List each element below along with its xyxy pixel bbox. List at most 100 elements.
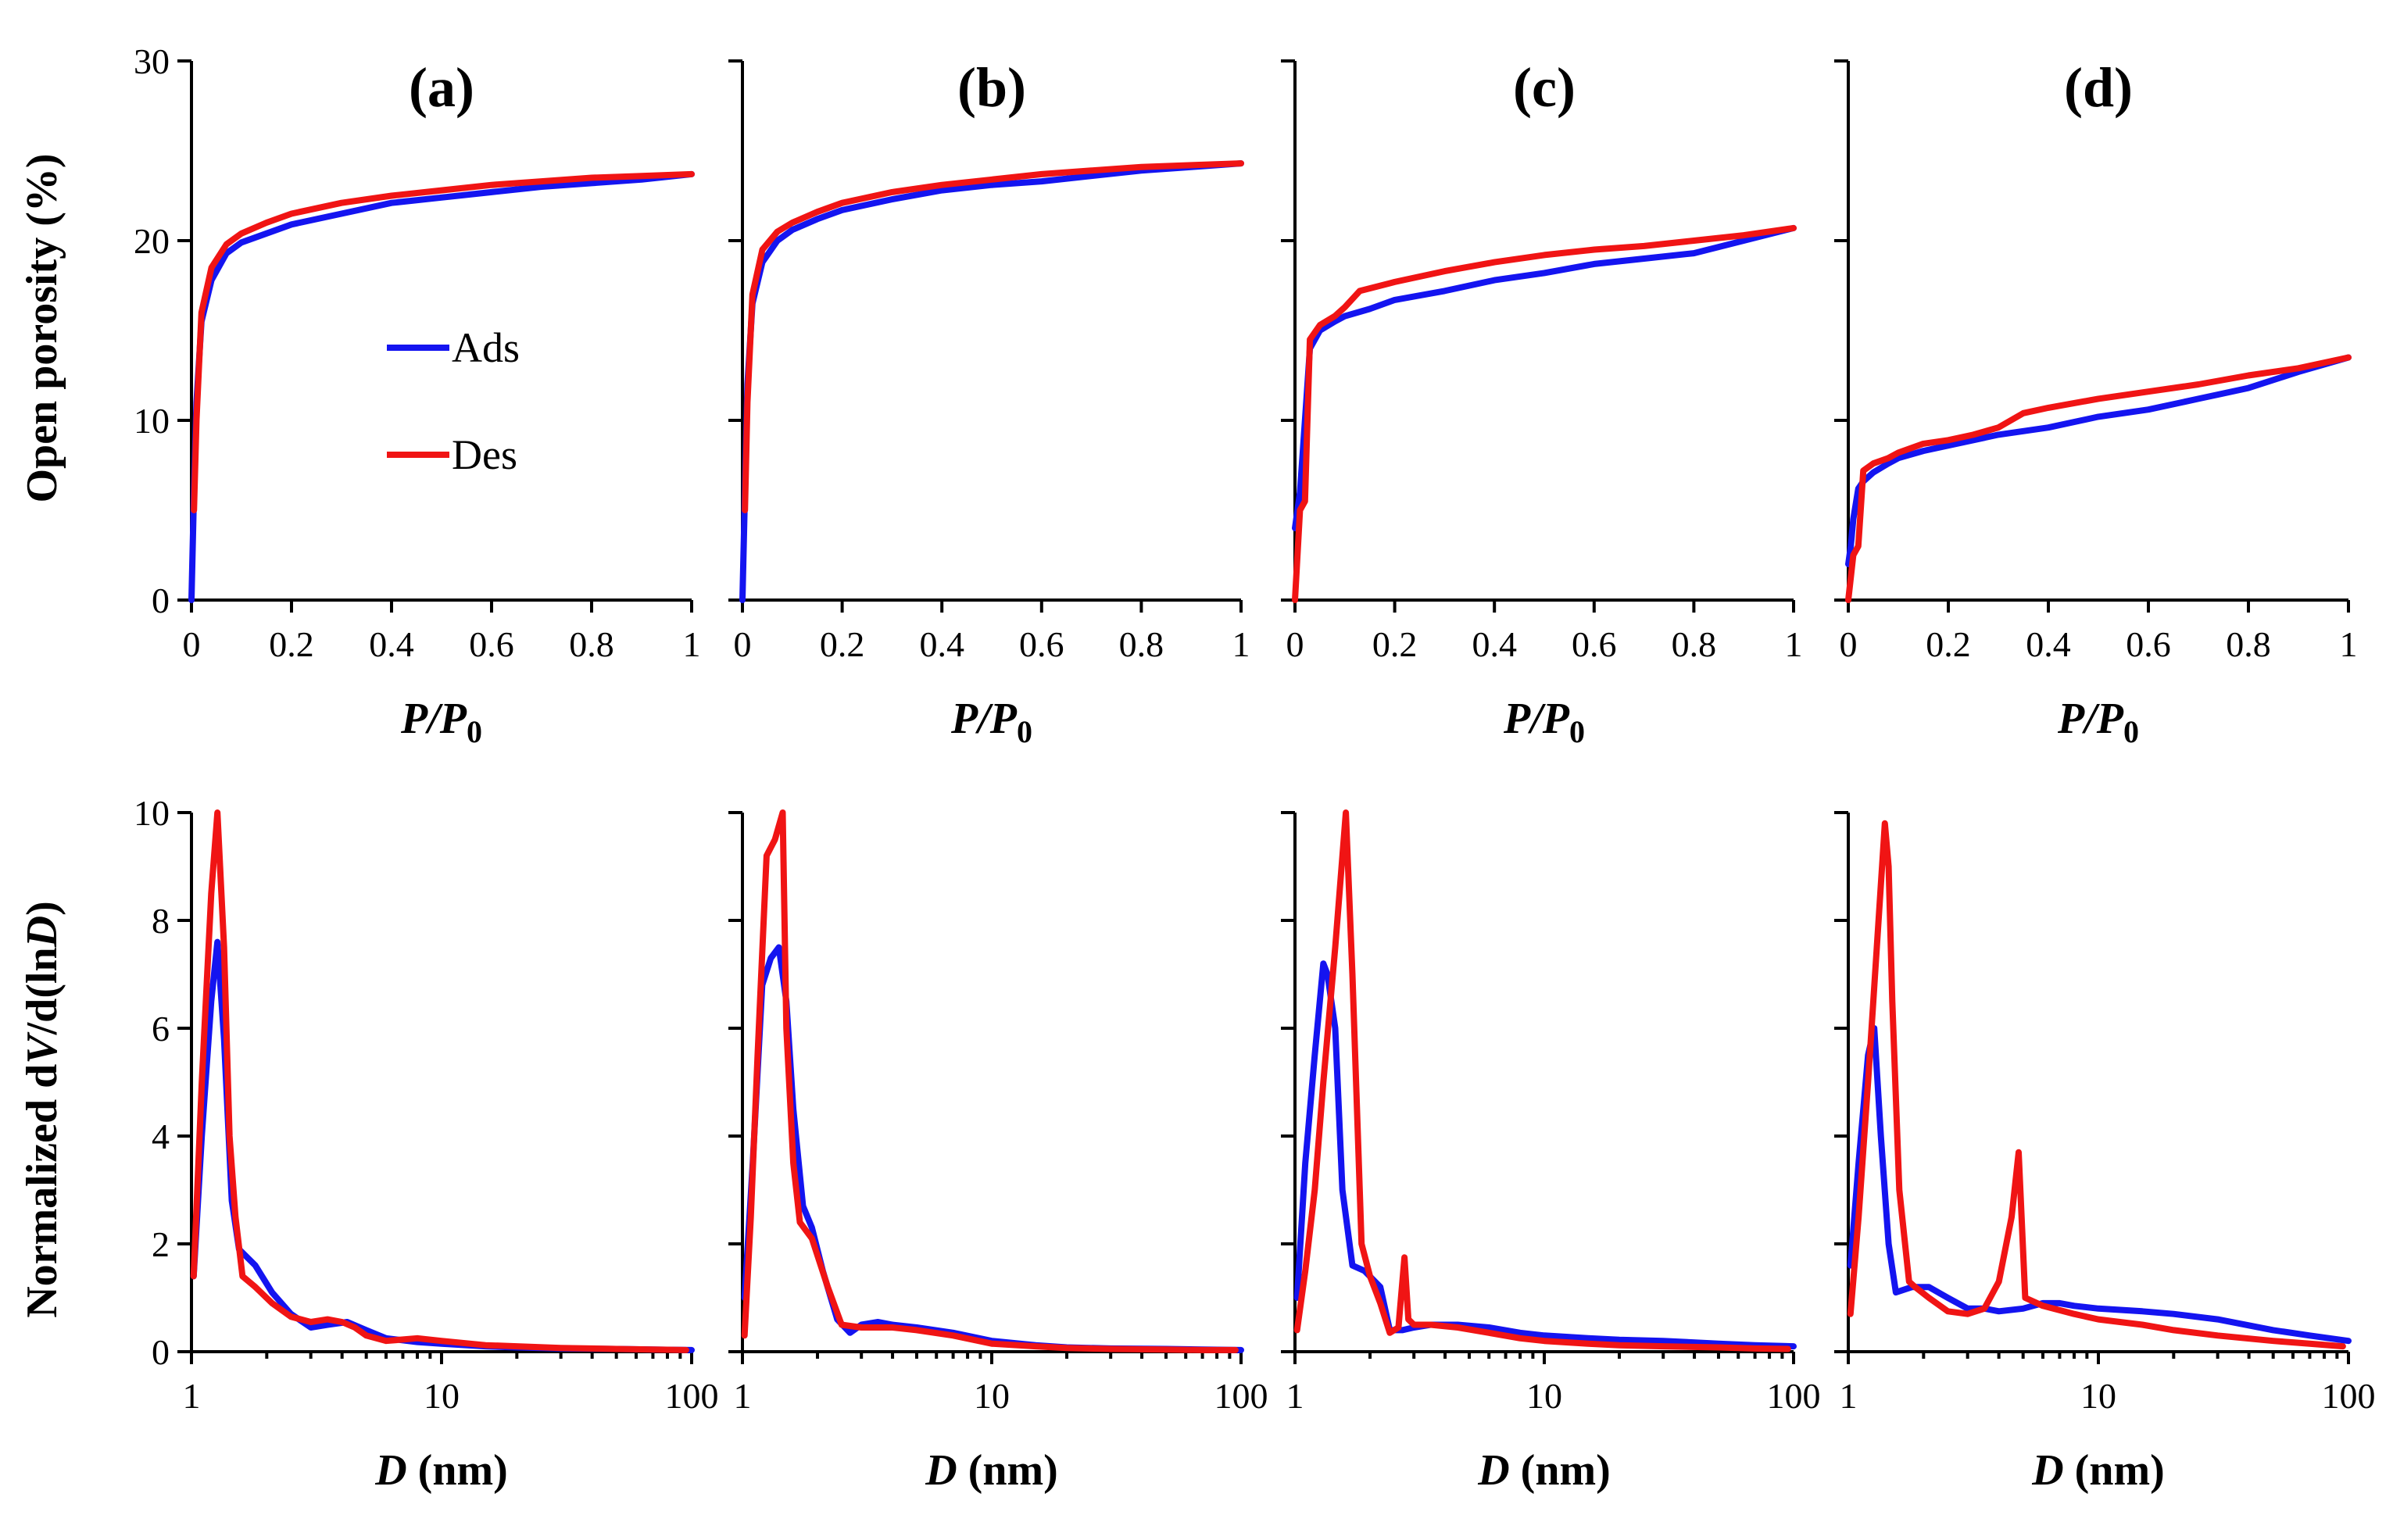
bottom-ylabel-part3: ) — [18, 901, 66, 916]
series-des-line — [1292, 224, 1797, 603]
x-tick-label: 1 — [1785, 624, 1803, 664]
x-label-d: D — [374, 1446, 406, 1495]
series-ads-line — [741, 944, 1244, 1353]
x-label-sub: 0 — [2123, 714, 2139, 749]
x-axis-label: D (nm) — [374, 1446, 508, 1495]
y-tick-label: 20 — [134, 221, 170, 261]
series-ads-line — [190, 938, 695, 1353]
series-ads-line — [1845, 354, 2352, 567]
x-axis-label: P/P0 — [400, 695, 482, 749]
series-ads-line — [1847, 1025, 2352, 1345]
x-tick-label: 0 — [1840, 624, 1858, 664]
x-label-unit: (nm) — [957, 1446, 1058, 1495]
series-des-line — [191, 170, 695, 513]
x-axis-label: P/P0 — [2057, 695, 2139, 749]
series-des-line — [1293, 809, 1791, 1352]
y-tick-label: 0 — [152, 581, 170, 620]
x-tick-label: 100 — [1214, 1376, 1268, 1416]
x-tick-label: 0.6 — [2126, 624, 2171, 664]
legend-des-label: Des — [452, 431, 517, 478]
y-tick-label: 0 — [152, 1332, 170, 1372]
x-label-d: D — [925, 1446, 957, 1495]
legend: Ads Des — [387, 324, 520, 478]
x-tick-label: 0.6 — [469, 624, 514, 664]
panel-bottom-2: 1 10 100 D (nm) — [1281, 809, 1821, 1495]
y-tick-label: 30 — [134, 41, 170, 81]
top-ylabel: Open porosity (%) — [18, 154, 66, 503]
bottom-ylabel-part1: Normalized d — [18, 1064, 66, 1318]
x-tick-label: 1 — [1286, 1376, 1304, 1416]
x-tick-label: 1 — [183, 1376, 201, 1416]
bottom-ylabel-v: V — [18, 1031, 66, 1064]
x-tick-label: 1 — [734, 1376, 752, 1416]
panel-top-1: 0 0.2 0.4 0.6 0.8 1 P/P0 (b) — [728, 56, 1250, 749]
panel-top-2: 0 0.2 0.4 0.6 0.8 1P/P0(c) — [1281, 56, 1803, 749]
x-label-sub: 0 — [467, 714, 482, 749]
x-tick-label: 1 — [683, 624, 701, 664]
x-tick-label: 100 — [665, 1376, 719, 1416]
x-tick-label: 0.4 — [919, 624, 964, 664]
x-tick-label: 0.8 — [1672, 624, 1717, 664]
series-ads-line — [188, 170, 695, 603]
x-tick-label: 10 — [1526, 1376, 1562, 1416]
panel-bottom-0: 0 2 4 6 8 10 1 10 100 D (nm) — [134, 793, 719, 1495]
x-tick-label: 0.2 — [1926, 624, 1971, 664]
panel-label: (c) — [1513, 56, 1576, 119]
x-tick-label: 0.4 — [2026, 624, 2071, 664]
y-tick-label: 4 — [152, 1117, 170, 1156]
x-tick-label: 0.4 — [369, 624, 414, 664]
x-label-unit: (nm) — [407, 1446, 508, 1495]
panel-bottom-3: 1 10 100 D (nm) — [1834, 811, 2376, 1495]
x-axis-label: D (nm) — [925, 1446, 1058, 1495]
x-label-p: P/P — [400, 695, 467, 743]
x-tick-label: 0 — [183, 624, 201, 664]
y-tick-label: 6 — [152, 1009, 170, 1049]
x-label-sub: 0 — [1569, 714, 1585, 749]
series-des-line — [742, 160, 1244, 513]
x-tick-label: 0.8 — [1119, 624, 1164, 664]
x-tick-label: 1 — [2340, 624, 2358, 664]
x-label-p: P/P — [950, 695, 1018, 743]
series-des-line — [741, 809, 1239, 1353]
x-label-d: D — [1477, 1446, 1509, 1495]
x-tick-label: 0.6 — [1019, 624, 1064, 664]
x-axis-label: D (nm) — [1477, 1446, 1611, 1495]
x-tick-label: 1 — [1232, 624, 1250, 664]
x-tick-label: 10 — [424, 1376, 460, 1416]
panel-label: (d) — [2064, 56, 2133, 119]
y-tick-label: 10 — [134, 401, 170, 441]
x-tick-label: 0.2 — [269, 624, 314, 664]
x-tick-label: 10 — [974, 1376, 1010, 1416]
x-tick-label: 0 — [1286, 624, 1304, 664]
panel-top-3: 0 0.2 0.4 0.6 0.8 1P/P0(d) — [1834, 56, 2358, 749]
x-label-p: P/P — [1503, 695, 1570, 743]
x-tick-label: 0.2 — [820, 624, 865, 664]
y-tick-label: 10 — [134, 793, 170, 833]
x-tick-label: 0.4 — [1472, 624, 1517, 664]
x-label-p: P/P — [2057, 695, 2124, 743]
panel-label: (a) — [409, 56, 474, 119]
legend-ads-label: Ads — [452, 324, 520, 371]
bottom-ylabel: Normalized dV/d(lnD) — [18, 901, 66, 1318]
panel-bottom-1: 1 10 100 D (nm) — [728, 809, 1268, 1495]
x-tick-label: 1 — [1840, 1376, 1858, 1416]
panel-label: (b) — [957, 56, 1026, 119]
x-axis-label: D (nm) — [2031, 1446, 2165, 1495]
x-label-unit: (nm) — [2064, 1446, 2165, 1495]
series-ads-line — [1292, 224, 1797, 531]
x-label-d: D — [2031, 1446, 2063, 1495]
bottom-ylabel-d: D — [18, 916, 66, 948]
x-tick-label: 0 — [734, 624, 752, 664]
x-tick-label: 0.2 — [1372, 624, 1418, 664]
x-label-unit: (nm) — [1510, 1446, 1611, 1495]
x-tick-label: 0.6 — [1572, 624, 1617, 664]
series-des-line — [1847, 820, 2346, 1350]
x-axis-label: P/P0 — [1503, 695, 1585, 749]
x-tick-label: 0.8 — [569, 624, 614, 664]
x-axis-label: P/P0 — [950, 695, 1032, 749]
x-tick-label: 0.8 — [2226, 624, 2271, 664]
y-tick-label: 8 — [152, 901, 170, 941]
series-ads-line — [1293, 960, 1797, 1350]
